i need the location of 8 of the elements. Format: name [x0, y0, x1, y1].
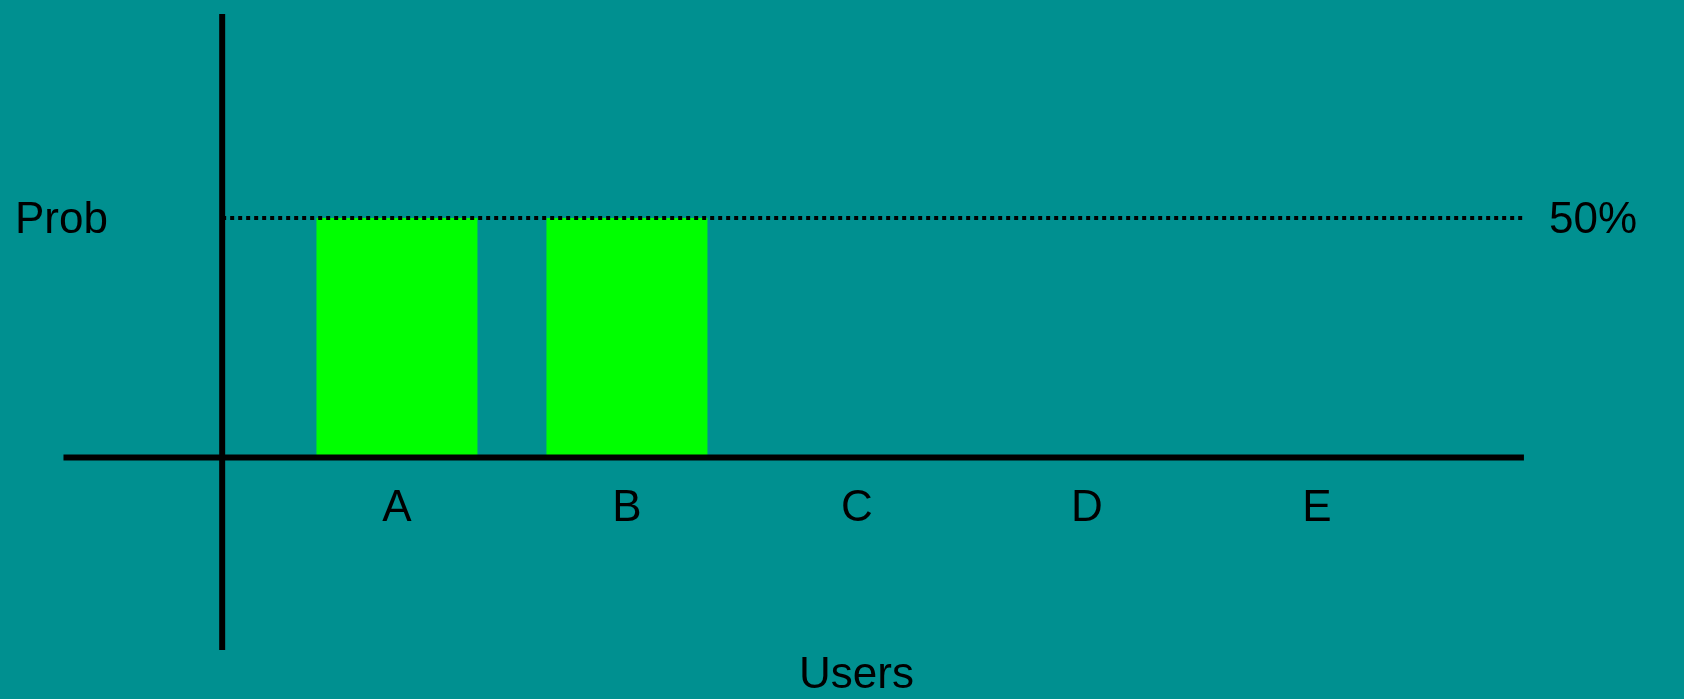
x-axis-title: Users	[799, 648, 914, 697]
x-tick-label: B	[612, 480, 642, 530]
x-tick-label: E	[1302, 480, 1332, 530]
x-tick-label: C	[841, 480, 873, 530]
y-axis-title: Prob	[15, 193, 108, 242]
text: 50%	[1549, 193, 1638, 242]
x-tick-label: D	[1071, 480, 1103, 530]
x-tick-label: A	[382, 480, 413, 530]
